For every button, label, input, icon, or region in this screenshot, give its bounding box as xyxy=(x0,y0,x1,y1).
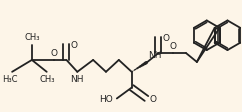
Text: O: O xyxy=(50,48,57,58)
Text: H₃C: H₃C xyxy=(2,75,18,84)
Text: O: O xyxy=(170,42,177,51)
Text: NH: NH xyxy=(71,75,84,84)
Text: O: O xyxy=(163,34,170,43)
Text: O: O xyxy=(150,95,157,104)
Text: O: O xyxy=(71,41,78,50)
Text: HO: HO xyxy=(99,95,113,104)
Text: CH₃: CH₃ xyxy=(40,75,55,84)
Text: NH: NH xyxy=(148,51,162,59)
Text: CH₃: CH₃ xyxy=(24,33,40,42)
